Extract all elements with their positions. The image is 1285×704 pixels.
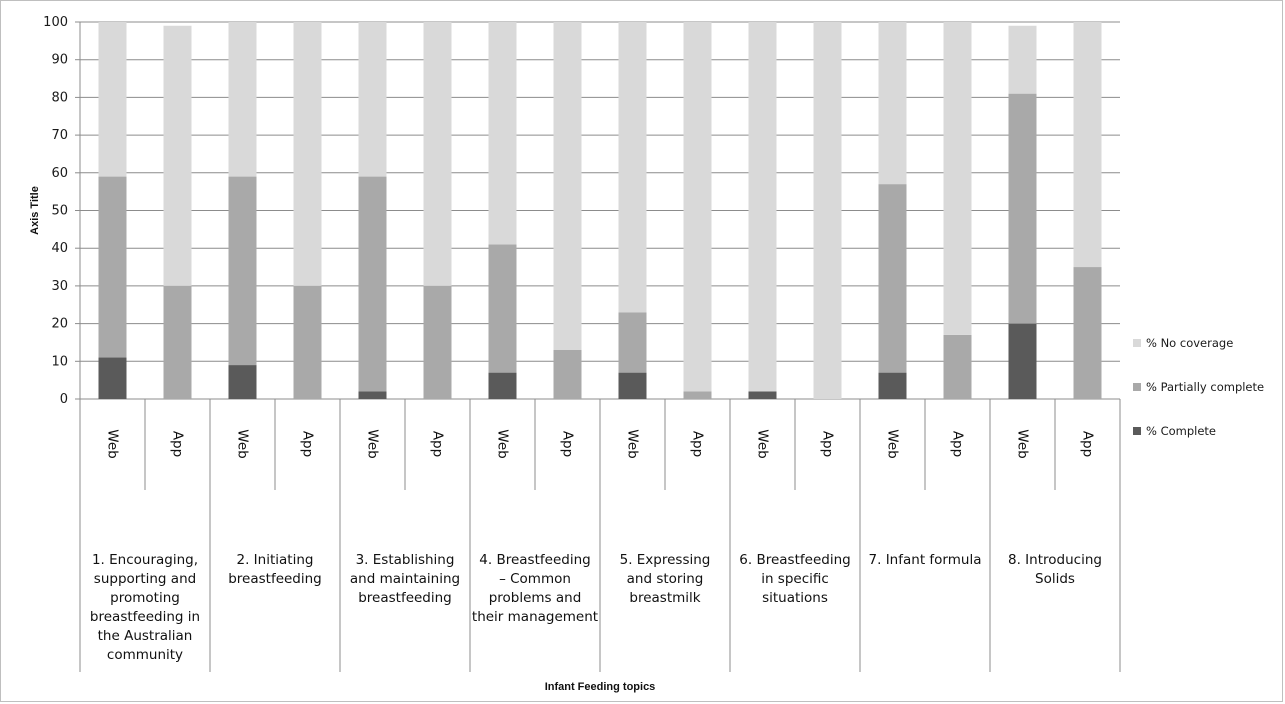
bar-segment-partially-complete	[1073, 267, 1102, 399]
bar-segment-complete	[1008, 323, 1037, 399]
group-label: 7. Infant formula	[869, 552, 982, 568]
group-label: breastfeeding	[358, 590, 452, 606]
category-label: Web	[1015, 429, 1031, 458]
group-label: – Common	[499, 571, 571, 587]
y-tick-label: 100	[43, 15, 68, 30]
group-label: and storing	[627, 571, 704, 587]
y-tick-label: 0	[60, 392, 68, 407]
category-label: App	[690, 431, 706, 457]
group-label: problems and	[489, 590, 582, 606]
group-label: their management	[472, 609, 598, 625]
legend-label: % Partially complete	[1146, 380, 1264, 394]
bar-segment-complete	[488, 372, 517, 399]
group-label: 6. Breastfeeding	[739, 552, 850, 568]
legend-swatch	[1133, 339, 1141, 347]
category-label: App	[430, 431, 446, 457]
y-tick-label: 90	[51, 53, 68, 68]
group-label: 3. Establishing	[356, 552, 455, 568]
y-tick-label: 40	[51, 241, 68, 256]
bar-segment-partially-complete	[618, 312, 647, 373]
bar-segment-no-coverage	[943, 22, 972, 335]
bar-segment-partially-complete	[228, 176, 257, 366]
bar-segment-no-coverage	[488, 22, 517, 245]
bar-segment-partially-complete	[683, 391, 712, 399]
category-label: App	[820, 431, 836, 457]
bar-segment-no-coverage	[748, 22, 777, 392]
category-label: Web	[495, 429, 511, 458]
bar-segment-no-coverage	[163, 25, 192, 286]
group-label: supporting and	[94, 571, 196, 587]
category-label: Web	[365, 429, 381, 458]
bar-segment-no-coverage	[878, 22, 907, 185]
category-label: App	[560, 431, 576, 457]
x-axis-title: Infant Feeding topics	[545, 681, 656, 693]
bar-segment-no-coverage	[358, 22, 387, 177]
group-label: in specific	[761, 571, 829, 587]
bar-segment-partially-complete	[878, 184, 907, 373]
bar-segment-no-coverage	[618, 22, 647, 313]
bar-segment-no-coverage	[423, 22, 452, 286]
bar-segment-no-coverage	[1008, 25, 1037, 94]
bar-segment-partially-complete	[358, 176, 387, 392]
group-label: promoting	[110, 590, 180, 606]
bar-segment-partially-complete	[98, 176, 127, 358]
group-label: 8. Introducing	[1008, 552, 1102, 568]
y-tick-label: 60	[51, 166, 68, 181]
bar-segment-partially-complete	[943, 334, 972, 399]
legend-label: % Complete	[1146, 424, 1216, 438]
group-label: breastfeeding	[228, 571, 322, 587]
category-label: Web	[885, 429, 901, 458]
group-label: 2. Initiating	[237, 552, 314, 568]
bar-segment-partially-complete	[1008, 93, 1037, 324]
bar-segment-complete	[618, 372, 647, 399]
group-label: situations	[762, 590, 828, 606]
bar-segment-complete	[228, 365, 257, 399]
bar-segment-partially-complete	[488, 244, 517, 373]
category-label: App	[300, 431, 316, 457]
bar-segment-complete	[358, 391, 387, 399]
category-label: Web	[625, 429, 641, 458]
legend-label: % No coverage	[1146, 336, 1233, 350]
bar-segment-partially-complete	[293, 285, 322, 399]
bar-segment-no-coverage	[98, 22, 127, 177]
y-tick-label: 70	[51, 128, 68, 143]
group-label: breastfeeding in	[90, 609, 200, 625]
category-label: App	[950, 431, 966, 457]
bar-segment-complete	[878, 372, 907, 399]
group-label: 1. Encouraging,	[92, 552, 198, 568]
legend-swatch	[1133, 383, 1141, 391]
bar-segment-partially-complete	[553, 349, 582, 399]
group-label: breastmilk	[629, 590, 700, 606]
y-tick-label: 50	[51, 204, 68, 219]
category-label: Web	[105, 429, 121, 458]
group-label: Solids	[1035, 571, 1075, 587]
bar-segment-complete	[98, 357, 127, 399]
category-label: App	[170, 431, 186, 457]
group-label: 4. Breastfeeding	[479, 552, 590, 568]
bar-segment-no-coverage	[683, 22, 712, 392]
y-tick-label: 20	[51, 317, 68, 332]
bar-segment-no-coverage	[228, 22, 257, 177]
y-tick-label: 30	[51, 279, 68, 294]
group-label: the Australian	[98, 628, 193, 644]
y-tick-label: 10	[51, 354, 68, 369]
group-label: 5. Expressing	[620, 552, 711, 568]
bar-segment-complete	[748, 391, 777, 399]
bar-segment-no-coverage	[293, 22, 322, 286]
group-label: and maintaining	[350, 571, 460, 587]
bar-segment-no-coverage	[1073, 22, 1102, 268]
bar-segment-no-coverage	[813, 22, 842, 399]
category-label: App	[1080, 431, 1096, 457]
bar-segment-no-coverage	[553, 22, 582, 350]
group-label: community	[107, 647, 183, 663]
bar-segment-partially-complete	[423, 285, 452, 399]
category-label: Web	[755, 429, 771, 458]
category-label: Web	[235, 429, 251, 458]
y-axis-title: Axis Title	[29, 186, 41, 235]
legend-swatch	[1133, 427, 1141, 435]
y-tick-label: 80	[51, 90, 68, 105]
bar-segment-partially-complete	[163, 285, 192, 399]
